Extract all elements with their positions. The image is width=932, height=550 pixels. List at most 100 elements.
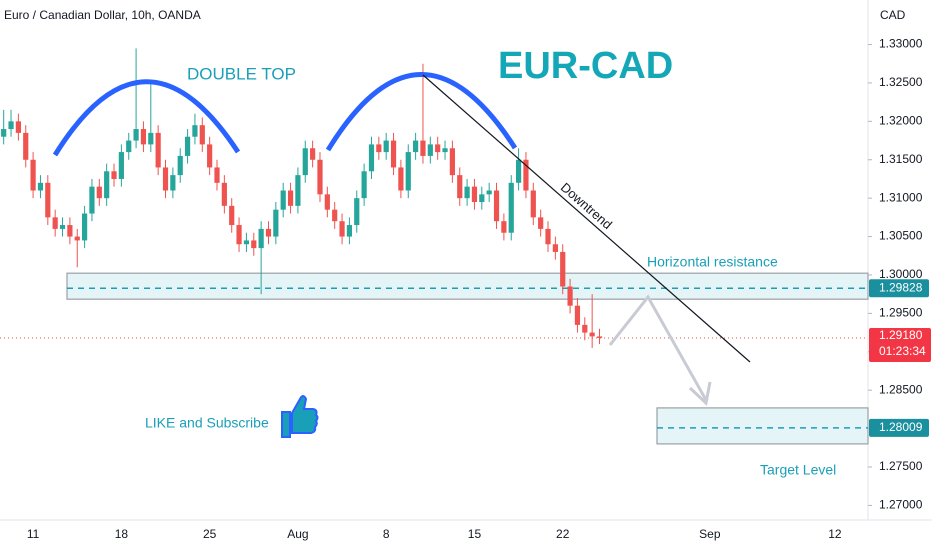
projection-arrow [608,294,708,401]
candle-body [383,140,389,153]
candle-body [37,182,44,191]
candle-body [515,159,522,183]
trendline [422,74,751,363]
x-tick-label: 25 [203,527,217,541]
pattern-annotation: DOUBLE TOP [187,64,296,83]
cta-annotation: LIKE and Subscribe [145,415,269,431]
candle-body [74,236,80,241]
level-label-box [869,279,929,298]
x-tick-label: Aug [287,527,308,541]
candle-body [118,152,124,179]
last-price-label: 1.29180 [879,328,923,342]
candle-body [302,148,308,176]
candle-body [30,159,36,191]
candle-body [126,140,132,153]
x-tick-label: 18 [115,527,129,541]
candle-body [59,225,66,229]
x-tick-label: 8 [383,527,390,541]
y-tick-label: 1.32000 [879,114,923,128]
candle-body [413,140,419,153]
candle-body [427,144,433,156]
thumbs-up-icon [281,395,319,438]
countdown-label: 01:23:34 [879,344,926,358]
candle-body [317,159,323,195]
candle-body [81,213,88,241]
level-label-box [869,418,929,437]
candle-body [192,125,198,137]
candle-body [140,129,147,145]
last-price-box [869,327,931,362]
x-tick-label: 11 [27,527,40,541]
candle-body [582,324,588,333]
candle-body [545,228,551,245]
candle-body [574,305,581,325]
candle-body [354,198,360,226]
candle-body [52,217,58,229]
arc [325,72,518,152]
zone [66,272,869,300]
candle-body [457,175,463,199]
y-tick-label: 1.30500 [879,229,923,243]
candle-body [567,286,573,306]
candle-body [471,186,478,203]
symbol-annotation: EUR-CAD [498,45,673,87]
candle-body [67,225,73,237]
x-tick-label: 22 [556,527,570,541]
candle-body [251,240,257,249]
candle-body [207,144,213,168]
y-tick-label: 1.33000 [879,37,923,51]
candle-body [442,148,448,153]
y-tick-label: 1.27000 [879,498,923,512]
candle-body [221,182,227,206]
candle-body [339,221,345,237]
candle-body [390,140,397,168]
chart-title: Euro / Canadian Dollar, 10h, OANDA [4,8,201,22]
candle-body [449,148,455,176]
candle-body [464,186,470,199]
candle-body [560,251,566,287]
candle-body [310,148,316,160]
candle-body [162,167,169,191]
candle-body [96,186,102,199]
candle-body [265,228,272,237]
candle-body [486,190,492,195]
candle-body [280,190,286,210]
y-tick-label: 1.29500 [879,306,923,320]
candle-body [111,171,117,179]
candle-body [508,182,514,233]
arc [52,79,241,157]
candle-body [420,140,426,156]
candle-body [287,190,294,206]
y-tick-label: 1.28500 [879,382,923,396]
arrow-head [688,381,712,406]
candle-body [89,186,95,214]
candle-body [273,209,279,237]
candle-body [1,129,7,137]
y-tick-label: 1.31000 [879,190,923,204]
x-tick-label: Sep [699,527,721,541]
candle-body [332,209,338,222]
candle-body [236,225,242,245]
candle-body [523,159,529,191]
y-tick-label: 1.30000 [879,267,923,281]
zone [656,407,869,445]
candle-body [184,136,191,156]
x-tick-label: 12 [828,527,842,541]
currency: CAD [880,8,906,22]
candle-body [435,144,441,153]
candle-body [148,132,154,145]
y-tick-label: 1.31500 [879,152,923,166]
candle-body [368,144,375,172]
candle-body [493,190,500,222]
candle-body [133,129,139,141]
candle-body [177,155,183,176]
candle-body [214,167,220,183]
candle-body [346,225,353,237]
candle-body [155,132,161,168]
candle-body [530,190,536,218]
candle-body [23,132,29,160]
candle-body [229,205,235,226]
candle-body [398,167,404,191]
candle-body [596,336,603,338]
